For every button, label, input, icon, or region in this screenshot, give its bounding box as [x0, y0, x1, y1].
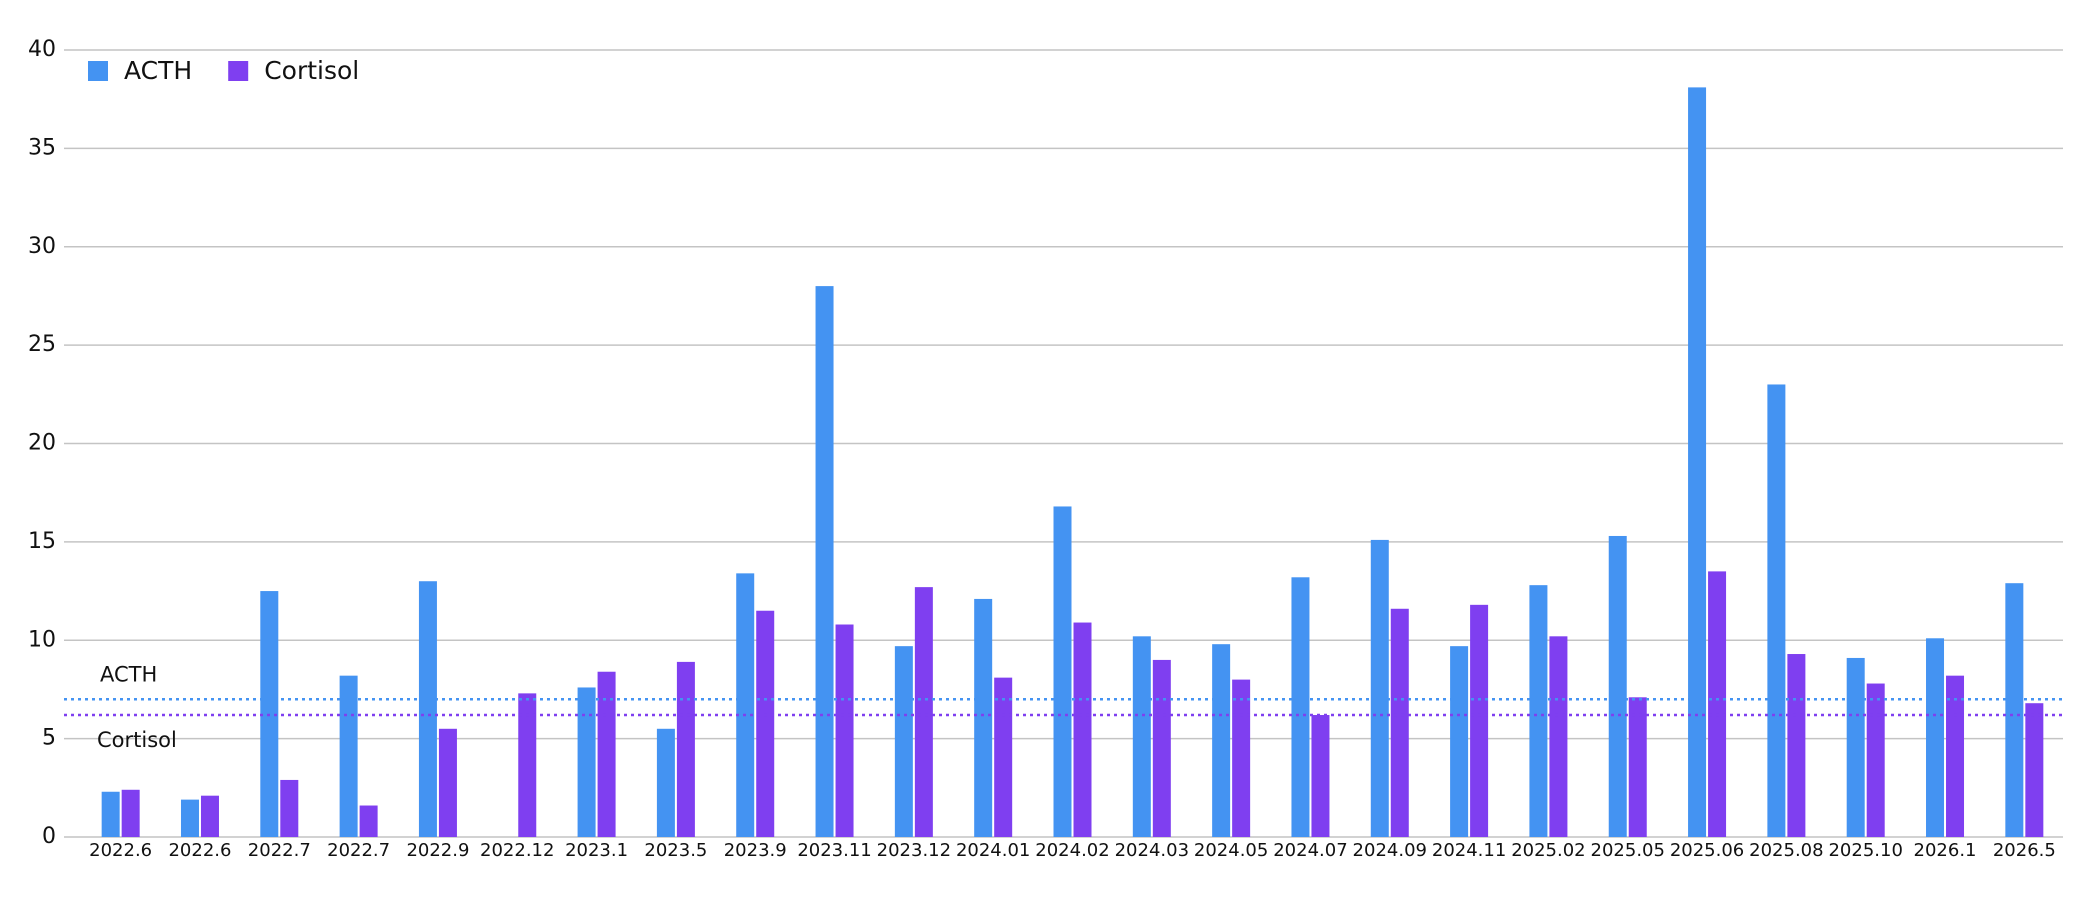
- bar: [1846, 657, 1865, 837]
- x-tick-label: 2022.9: [406, 840, 469, 861]
- x-tick-label: 2024.03: [1115, 840, 1189, 861]
- x-tick-label: 2022.6: [89, 840, 152, 861]
- bar: [1767, 384, 1786, 837]
- y-tick-label: 30: [28, 234, 56, 259]
- bar: [1628, 697, 1647, 837]
- bar: [1390, 608, 1409, 837]
- bar: [835, 624, 854, 837]
- bar: [280, 779, 299, 837]
- reference-label: ACTH: [100, 662, 157, 686]
- x-tick-label: 2024.01: [956, 840, 1030, 861]
- legend-swatch: [88, 61, 108, 81]
- x-tick-label: 2025.08: [1749, 840, 1823, 861]
- x-tick-label: 2022.7: [248, 840, 311, 861]
- x-tick-label: 2024.07: [1273, 840, 1347, 861]
- bar: [676, 661, 695, 837]
- x-tick-label: 2024.09: [1353, 840, 1427, 861]
- x-tick-label: 2026.5: [1993, 840, 2056, 861]
- bar: [1946, 675, 1965, 837]
- bar: [1866, 683, 1885, 837]
- bar: [815, 286, 834, 838]
- y-tick-label: 40: [28, 37, 56, 62]
- bar: [894, 646, 913, 837]
- bar: [339, 675, 358, 837]
- x-tick-label: 2025.05: [1591, 840, 1665, 861]
- x-tick-label: 2024.02: [1035, 840, 1109, 861]
- bar: [736, 573, 755, 837]
- y-tick-label: 0: [42, 824, 56, 849]
- legend-swatch: [228, 61, 249, 81]
- x-tick-label: 2025.10: [1828, 840, 1902, 861]
- bar: [2005, 583, 2024, 837]
- bar: [1787, 654, 1806, 837]
- y-tick-label: 15: [28, 529, 56, 554]
- y-tick-label: 35: [28, 135, 56, 160]
- y-tick-label: 10: [28, 627, 56, 652]
- bar: [656, 728, 675, 837]
- bar: [1152, 659, 1171, 837]
- bar: [438, 728, 457, 837]
- x-tick-label: 2023.1: [565, 840, 628, 861]
- bar: [1450, 646, 1469, 837]
- y-tick-label: 25: [28, 332, 56, 357]
- x-tick-label: 2025.06: [1670, 840, 1744, 861]
- bar: [1232, 679, 1251, 837]
- x-tick-label: 2024.11: [1432, 840, 1506, 861]
- y-tick-label: 20: [28, 431, 56, 456]
- bar: [1311, 715, 1330, 837]
- bar: [1132, 636, 1151, 837]
- bar: [359, 805, 378, 837]
- bar: [1688, 87, 1707, 837]
- bar: [2025, 703, 2044, 837]
- bar: [914, 587, 933, 837]
- x-tick-label: 2022.12: [480, 840, 554, 861]
- bar: [756, 610, 775, 837]
- bar: [1608, 535, 1627, 837]
- bar: [180, 799, 199, 837]
- x-tick-label: 2022.7: [327, 840, 390, 861]
- bar: [1708, 571, 1727, 837]
- bar: [1291, 577, 1310, 837]
- x-tick-label: 2025.02: [1511, 840, 1585, 861]
- bar: [1053, 506, 1072, 837]
- reference-label: Cortisol: [97, 728, 177, 752]
- bar: [121, 789, 140, 837]
- bar: [518, 693, 537, 837]
- legend-label: Cortisol: [264, 56, 359, 85]
- x-tick-label: 2023.12: [877, 840, 951, 861]
- x-tick-label: 2023.5: [644, 840, 707, 861]
- bar: [1470, 604, 1489, 837]
- x-tick-label: 2024.05: [1194, 840, 1268, 861]
- bar: [1926, 638, 1945, 837]
- bar: [1073, 622, 1092, 837]
- bar: [1370, 539, 1389, 837]
- bar: [1212, 644, 1231, 837]
- bar: [1529, 585, 1548, 837]
- bar: [974, 598, 993, 837]
- bar: [101, 791, 120, 837]
- bar: [577, 687, 596, 837]
- bar: [994, 677, 1013, 837]
- x-tick-label: 2023.9: [724, 840, 787, 861]
- y-tick-label: 5: [42, 726, 56, 751]
- bar: [200, 795, 219, 837]
- bar: [418, 581, 437, 837]
- legend-label: ACTH: [124, 56, 192, 85]
- x-tick-label: 2023.11: [797, 840, 871, 861]
- bar: [597, 671, 616, 837]
- x-tick-label: 2026.1: [1914, 840, 1977, 861]
- x-tick-label: 2022.6: [168, 840, 231, 861]
- bar: [1549, 636, 1568, 837]
